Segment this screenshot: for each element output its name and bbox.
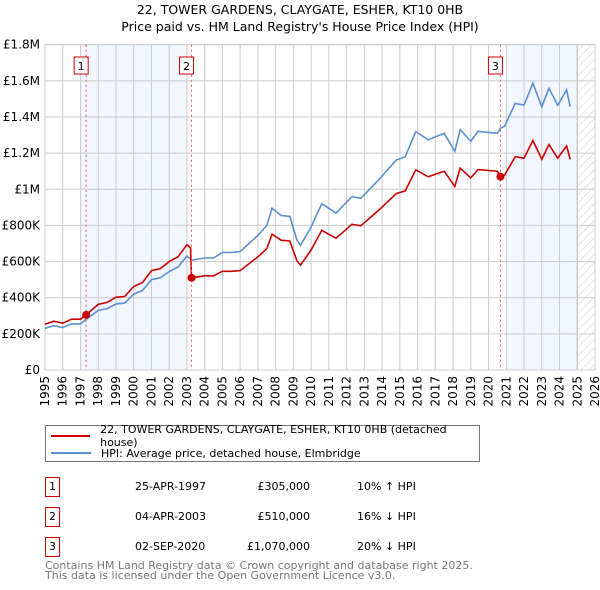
x-tick-label: 2026: [588, 376, 600, 407]
x-tick-label: 2006: [233, 376, 247, 407]
sale-label-box: [73, 56, 89, 75]
sale-label: 2: [183, 60, 190, 73]
legend-swatch-red: [51, 435, 91, 437]
y-tick-label: £1.8M: [3, 38, 40, 52]
x-tick-label: 1996: [56, 376, 70, 407]
legend-swatch-blue: [51, 452, 91, 454]
x-tick-label: 1999: [109, 376, 123, 407]
sale-date: 02-SEP-2020: [135, 540, 206, 553]
x-tick-label: 2007: [251, 376, 265, 407]
x-tick-label: 2011: [322, 376, 336, 407]
x-tick-label: 2014: [375, 376, 389, 407]
sale-label: 1: [78, 60, 85, 73]
x-tick-label: 2002: [162, 376, 176, 407]
y-tick-label: £1M: [14, 182, 40, 196]
sale-row: 3 02-SEP-2020 £1,070,000 20% ↓ HPI: [45, 537, 465, 557]
legend-label: HPI: Average price, detached house, Elmb…: [101, 446, 361, 460]
x-tick-label: 1997: [73, 376, 87, 407]
x-tick-label: 2015: [393, 376, 407, 407]
y-tick-label: £400K: [2, 291, 42, 305]
y-tick-label: £200K: [2, 327, 42, 341]
sale-point: [496, 172, 505, 181]
sale-price: £510,000: [257, 510, 311, 523]
x-tick-label: 2012: [340, 376, 354, 407]
legend-item-hpi: HPI: Average price, detached house, Elmb…: [46, 445, 361, 461]
sale-date: 04-APR-2003: [135, 510, 207, 523]
sale-number: 2: [45, 507, 60, 527]
price-chart: 22, TOWER GARDENS, CLAYGATE, ESHER, KT10…: [2, 2, 600, 407]
y-tick-label: £1.4M: [3, 110, 40, 124]
y-tick-label: £0: [25, 363, 40, 377]
x-tick-label: 2000: [127, 376, 141, 407]
x-tick-label: 2001: [144, 376, 158, 407]
sale-row: 2 04-APR-2003 £510,000 16% ↓ HPI: [45, 507, 465, 527]
legend-label: 22, TOWER GARDENS, CLAYGATE, ESHER, KT10…: [100, 423, 447, 449]
sale-label: 3: [492, 60, 499, 73]
x-tick-label: 2019: [464, 376, 478, 407]
sale-number: 3: [45, 537, 60, 557]
sale-label-box: [179, 56, 195, 75]
legend-item-property: 22, TOWER GARDENS, CLAYGATE, ESHER, KT10…: [46, 423, 479, 449]
future-hatch: [577, 44, 595, 370]
y-tick-label: £600K: [2, 255, 42, 269]
footer-licence: This data is licensed under the Open Gov…: [45, 569, 396, 582]
x-tick-label: 2010: [304, 376, 318, 407]
footer-copyright: Contains HM Land Registry data © Crown c…: [45, 559, 473, 572]
chart-title: 22, TOWER GARDENS, CLAYGATE, ESHER, KT10…: [137, 2, 463, 17]
sale-price: £1,070,000: [247, 540, 310, 553]
sale-price: £305,000: [257, 480, 311, 493]
sale-hpi-diff: 20% ↓ HPI: [357, 540, 416, 553]
sale-point: [82, 310, 91, 319]
x-tick-label: 2022: [517, 376, 531, 407]
sale-number: 1: [45, 477, 60, 497]
sale-row: 1 25-APR-1997 £305,000 10% ↑ HPI: [45, 477, 465, 497]
sale-hpi-diff: 16% ↓ HPI: [357, 510, 416, 523]
sale-label-box: [487, 56, 503, 75]
x-tick-label: 2018: [446, 376, 460, 407]
x-tick-label: 2008: [269, 376, 283, 407]
x-tick-label: 1998: [91, 376, 105, 407]
x-tick-label: 2025: [570, 376, 584, 407]
sale-hpi-diff: 10% ↑ HPI: [357, 480, 416, 493]
x-tick-label: 2023: [535, 376, 549, 407]
y-tick-label: £1.2M: [3, 146, 40, 160]
x-tick-label: 2009: [286, 376, 300, 407]
x-tick-label: 2024: [553, 376, 567, 407]
x-tick-label: 2004: [198, 376, 212, 407]
plot-frame: [44, 44, 596, 371]
x-tick-label: 2013: [357, 376, 371, 407]
chart-subtitle: Price paid vs. HM Land Registry's House …: [121, 19, 478, 34]
x-tick-label: 2016: [411, 376, 425, 407]
x-tick-label: 2020: [482, 376, 496, 407]
x-tick-label: 2017: [428, 376, 442, 407]
sale-date: 25-APR-1997: [135, 480, 207, 493]
x-tick-label: 1995: [38, 376, 52, 407]
x-tick-label: 2003: [180, 376, 194, 407]
x-tick-label: 2021: [499, 376, 513, 407]
legend: 22, TOWER GARDENS, CLAYGATE, ESHER, KT10…: [45, 423, 480, 462]
x-tick-label: 2005: [215, 376, 229, 407]
hpi-line: [44, 81, 571, 330]
sale-point: [187, 273, 196, 282]
y-tick-label: £1.6M: [3, 74, 40, 88]
y-tick-label: £800K: [2, 218, 42, 232]
